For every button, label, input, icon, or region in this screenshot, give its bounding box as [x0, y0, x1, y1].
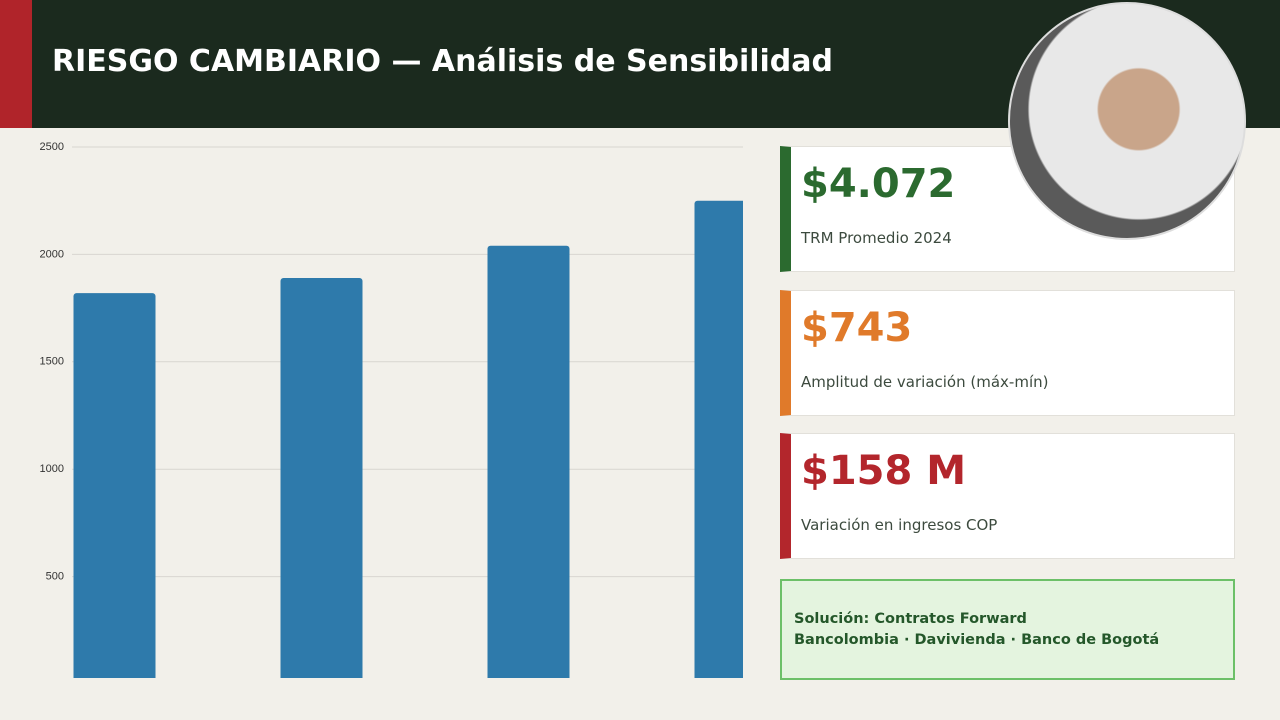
slide-title: RIESGO CAMBIARIO — Análisis de Sensibili… [52, 44, 833, 79]
kpi-label: Amplitud de variación (máx-mín) [801, 373, 1049, 391]
y-tick-label: 1500 [40, 356, 64, 368]
bar [280, 278, 363, 678]
kpi-label: TRM Promedio 2024 [801, 229, 952, 247]
plot-area [72, 146, 743, 678]
solution-box: Solución: Contratos Forward Bancolombia ·… [780, 579, 1235, 680]
kpi-value: $4.072 [801, 161, 956, 207]
kpi-label: Variación en ingresos COP [801, 516, 998, 534]
chart: 500 1000 1500 2000 2500 [40, 141, 743, 678]
bar [694, 200, 743, 678]
kpi-value: $743 [801, 305, 913, 351]
y-tick-label: 2000 [40, 248, 64, 260]
solution-banks: Bancolombia · Davivienda · Banco de Bogo… [794, 632, 1160, 648]
y-tick-label: 2500 [40, 141, 64, 153]
bar [73, 293, 156, 678]
kpi-card: $158 M Variación en ingresos COP [780, 433, 1235, 559]
kpi-value: $158 M [801, 448, 967, 494]
y-tick-label: 500 [46, 571, 64, 583]
y-tick-label: 1000 [40, 463, 64, 475]
solution-title: Solución: Contratos Forward [794, 611, 1027, 627]
accent-strip [0, 0, 32, 128]
kpi-card: $743 Amplitud de variación (máx-mín) [780, 290, 1235, 416]
bar [487, 245, 570, 678]
webcam [1008, 2, 1246, 240]
